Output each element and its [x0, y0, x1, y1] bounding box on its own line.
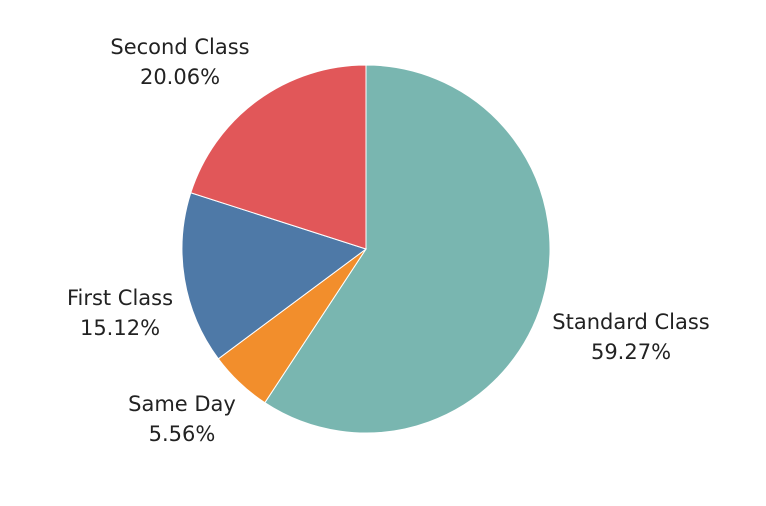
label-same-day-name: Same Day: [128, 392, 236, 416]
label-same-day: Same Day 5.56%: [112, 389, 252, 449]
label-first-class-percent: 15.12%: [79, 316, 161, 340]
label-standard-class-name: Standard Class: [552, 310, 710, 334]
label-standard-class: Standard Class 59.27%: [546, 307, 716, 367]
pie-slices: [181, 64, 551, 434]
label-first-class: First Class 15.12%: [50, 283, 190, 343]
pie-slice-second-class: [190, 64, 367, 250]
pie-slice-standard-class: [264, 64, 551, 434]
label-second-class-name: Second Class: [110, 35, 250, 59]
label-second-class-percent: 20.06%: [139, 65, 221, 89]
label-first-class-name: First Class: [66, 286, 174, 310]
label-same-day-percent: 5.56%: [148, 422, 216, 446]
label-standard-class-percent: 59.27%: [590, 340, 672, 364]
label-second-class: Second Class 20.06%: [95, 32, 265, 92]
